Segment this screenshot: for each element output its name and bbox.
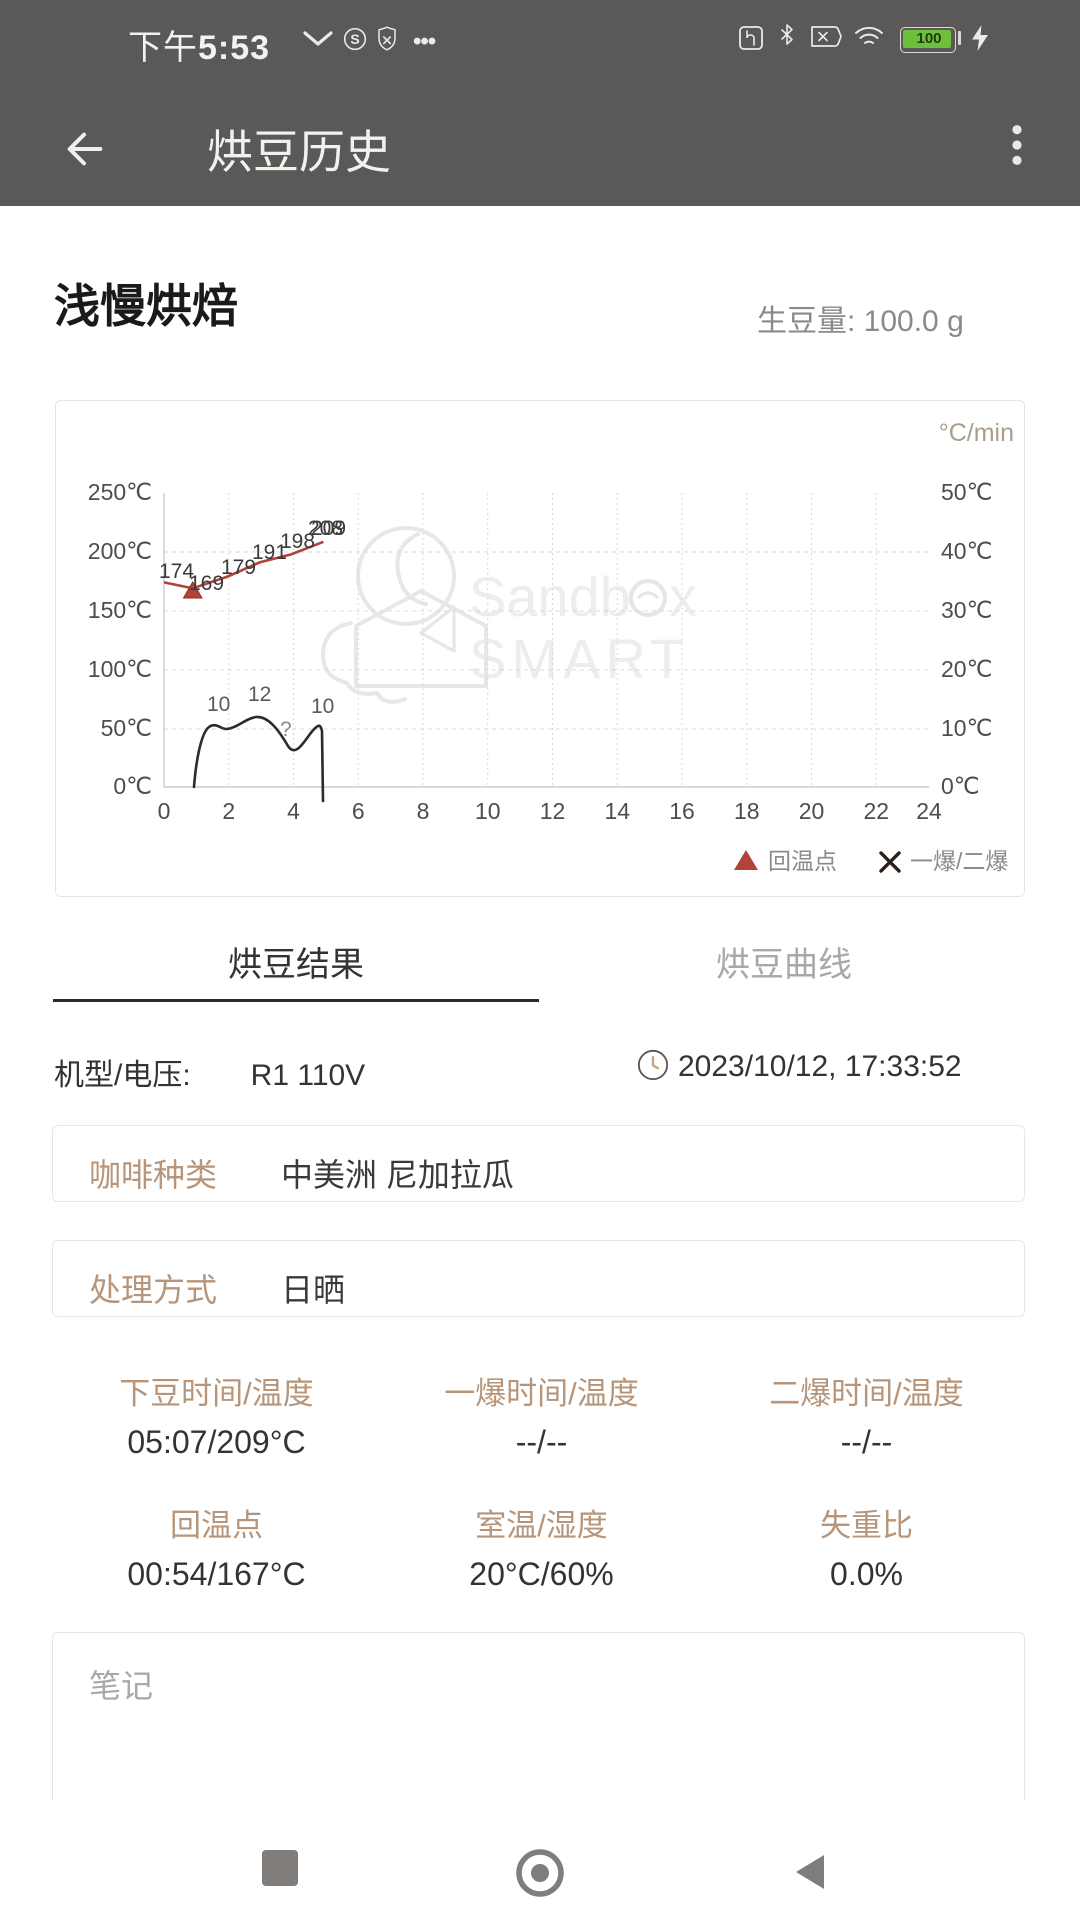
svg-text:回温点: 回温点 bbox=[768, 848, 837, 874]
svg-text:18: 18 bbox=[734, 798, 760, 824]
svg-text:6: 6 bbox=[352, 798, 365, 824]
svg-text:0: 0 bbox=[158, 798, 171, 824]
svg-text:x: x bbox=[669, 565, 697, 628]
svg-text:Sandb: Sandb bbox=[469, 565, 631, 628]
svg-text:30℃: 30℃ bbox=[941, 597, 992, 623]
svg-text:200℃: 200℃ bbox=[88, 538, 152, 564]
svg-text:20: 20 bbox=[799, 798, 825, 824]
svg-text:179: 179 bbox=[221, 556, 256, 579]
svg-text:150℃: 150℃ bbox=[88, 597, 152, 623]
svg-text:208: 208 bbox=[308, 517, 343, 540]
svg-text:20℃: 20℃ bbox=[941, 656, 992, 682]
svg-text:一爆/二爆: 一爆/二爆 bbox=[910, 848, 1008, 874]
svg-text:169: 169 bbox=[189, 572, 224, 595]
svg-text:0℃: 0℃ bbox=[113, 773, 152, 799]
svg-text:16: 16 bbox=[669, 798, 695, 824]
svg-text:250℃: 250℃ bbox=[88, 479, 152, 505]
svg-text:2: 2 bbox=[222, 798, 235, 824]
svg-text:SMART: SMART bbox=[469, 627, 689, 690]
svg-text:10℃: 10℃ bbox=[941, 715, 992, 741]
svg-text:S: S bbox=[350, 31, 359, 47]
svg-text:14: 14 bbox=[604, 798, 630, 824]
svg-text:10: 10 bbox=[207, 693, 230, 716]
svg-text:0℃: 0℃ bbox=[941, 773, 980, 799]
svg-text:50℃: 50℃ bbox=[941, 479, 992, 505]
svg-text:22: 22 bbox=[863, 798, 889, 824]
svg-text:12: 12 bbox=[540, 798, 566, 824]
svg-text:24: 24 bbox=[916, 798, 942, 824]
svg-text:12: 12 bbox=[248, 683, 271, 706]
svg-text:10: 10 bbox=[311, 695, 334, 718]
svg-text:40℃: 40℃ bbox=[941, 538, 992, 564]
svg-text:?: ? bbox=[280, 718, 292, 741]
svg-text:100℃: 100℃ bbox=[88, 656, 152, 682]
svg-text:4: 4 bbox=[287, 798, 300, 824]
svg-text:10: 10 bbox=[475, 798, 501, 824]
svg-text:°C/min: °C/min bbox=[939, 419, 1014, 447]
svg-text:8: 8 bbox=[417, 798, 430, 824]
svg-text:50℃: 50℃ bbox=[101, 715, 152, 741]
